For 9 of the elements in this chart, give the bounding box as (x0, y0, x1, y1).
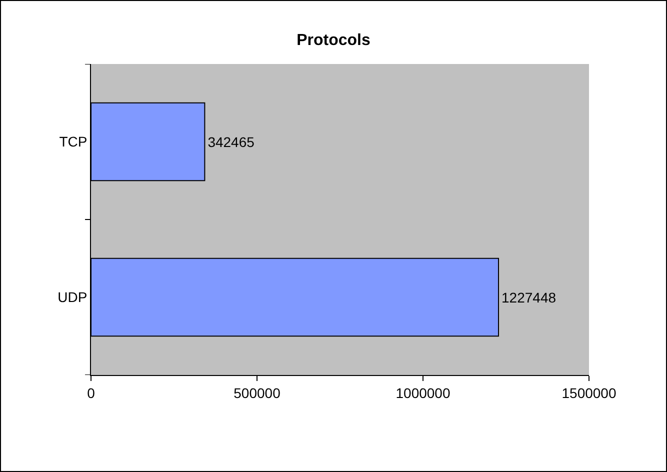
x-tick-label: 1000000 (396, 384, 450, 401)
x-tick-label: 500000 (234, 384, 281, 401)
x-tick-label: 1500000 (562, 384, 616, 401)
chart-title: Protocols (296, 32, 370, 50)
data-label: 342465 (208, 134, 255, 150)
data-label: 1227448 (502, 289, 556, 306)
x-tick-label: 0 (87, 384, 96, 401)
y-tick-label: UDP (58, 289, 88, 306)
y-tick-label: TCP (59, 134, 88, 150)
